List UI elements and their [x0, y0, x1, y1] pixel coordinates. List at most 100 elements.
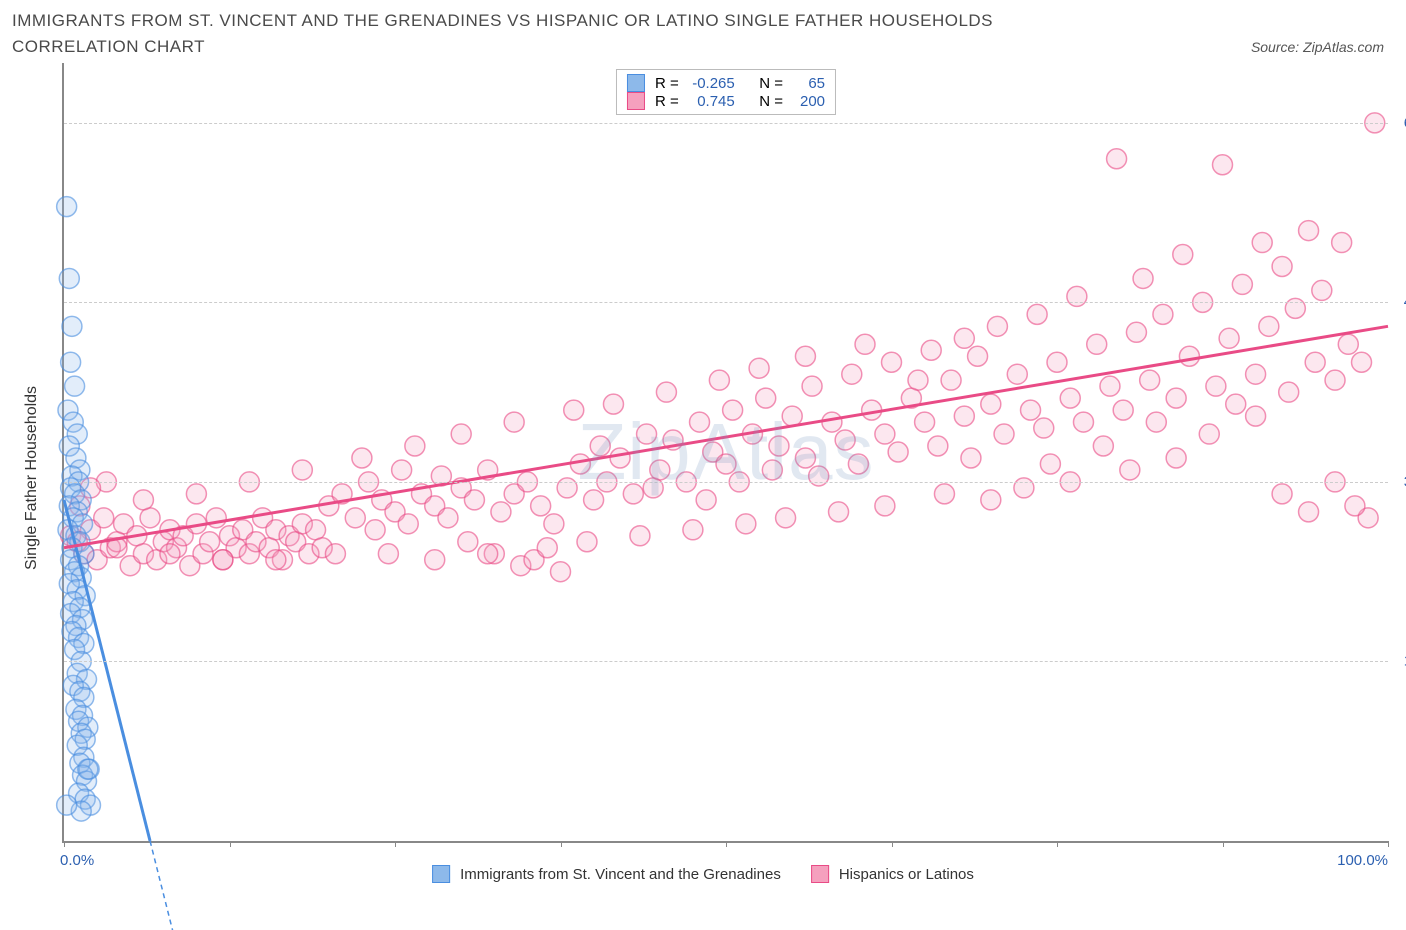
scatter-point: [961, 448, 981, 468]
scatter-point: [584, 490, 604, 510]
legend-label-a: Immigrants from St. Vincent and the Gren…: [460, 866, 781, 883]
x-tick-label: 0.0%: [60, 852, 94, 869]
scatter-point: [1272, 484, 1292, 504]
scatter-point: [855, 334, 875, 354]
scatter-point: [650, 460, 670, 480]
scatter-point: [782, 406, 802, 426]
scatter-point: [1213, 155, 1233, 175]
scatter-point: [915, 412, 935, 432]
scatter-point: [1146, 412, 1166, 432]
chart-wrap: Single Father Households R = -0.265 N = …: [12, 63, 1394, 893]
legend-item-a: Immigrants from St. Vincent and the Gren…: [432, 865, 781, 883]
scatter-point: [1027, 304, 1047, 324]
scatter-point: [795, 346, 815, 366]
scatter-point: [954, 328, 974, 348]
scatter-point: [795, 448, 815, 468]
scatter-point: [954, 406, 974, 426]
scatter-point: [981, 490, 1001, 510]
scatter-point: [829, 502, 849, 522]
trend-line-extension: [150, 841, 193, 930]
r-value-b: 0.745: [685, 93, 735, 110]
x-tick: [1057, 841, 1058, 847]
n-value-b: 200: [789, 93, 825, 110]
scatter-point: [762, 460, 782, 480]
scatter-point: [65, 376, 85, 396]
legend-swatch-a: [432, 865, 450, 883]
scatter-point: [398, 514, 418, 534]
scatter-point: [292, 460, 312, 480]
scatter-point: [59, 268, 79, 288]
scatter-point: [835, 430, 855, 450]
n-value-a: 65: [789, 75, 825, 92]
chart-title: IMMIGRANTS FROM ST. VINCENT AND THE GREN…: [12, 8, 1112, 59]
scatter-point: [1007, 364, 1027, 384]
swatch-a: [627, 74, 645, 92]
scatter-point: [1107, 149, 1127, 169]
scatter-point: [458, 532, 478, 552]
scatter-point: [908, 370, 928, 390]
scatter-point: [776, 508, 796, 528]
scatter-point: [1232, 274, 1252, 294]
scatter-point: [1014, 478, 1034, 498]
n-label: N =: [759, 75, 783, 92]
scatter-point: [577, 532, 597, 552]
x-tick: [230, 841, 231, 847]
scatter-point: [1060, 388, 1080, 408]
scatter-point: [1252, 233, 1272, 253]
scatter-point: [200, 532, 220, 552]
x-tick: [64, 841, 65, 847]
r-label: R =: [655, 75, 679, 92]
scatter-point: [1352, 352, 1372, 372]
scatter-point: [94, 508, 114, 528]
grid-line: [64, 302, 1388, 303]
scatter-point: [1199, 424, 1219, 444]
scatter-point: [1073, 412, 1093, 432]
scatter-point: [928, 436, 948, 456]
scatter-point: [842, 364, 862, 384]
scatter-point: [981, 394, 1001, 414]
scatter-point: [603, 394, 623, 414]
scatter-point: [749, 358, 769, 378]
y-tick-label: 6.0%: [1393, 114, 1406, 131]
scatter-point: [630, 526, 650, 546]
scatter-point: [1338, 334, 1358, 354]
scatter-point: [1166, 388, 1186, 408]
scatter-point: [266, 550, 286, 570]
grid-line: [64, 661, 1388, 662]
scatter-point: [802, 376, 822, 396]
grid-line: [64, 482, 1388, 483]
scatter-point: [306, 520, 326, 540]
scatter-point: [1047, 352, 1067, 372]
scatter-point: [822, 412, 842, 432]
scatter-point: [504, 412, 524, 432]
scatter-point: [57, 197, 77, 217]
scatter-point: [637, 424, 657, 444]
scatter-point: [643, 478, 663, 498]
scatter-point: [160, 544, 180, 564]
y-axis-label: Single Father Households: [23, 386, 41, 570]
scatter-point: [464, 490, 484, 510]
scatter-point: [623, 484, 643, 504]
scatter-point: [451, 424, 471, 444]
scatter-point: [325, 544, 345, 564]
swatch-b: [627, 92, 645, 110]
scatter-point: [1259, 316, 1279, 336]
scatter-point: [1153, 304, 1173, 324]
scatter-point: [934, 484, 954, 504]
scatter-point: [140, 508, 160, 528]
scatter-point: [1179, 346, 1199, 366]
scatter-point: [1219, 328, 1239, 348]
scatter-point: [352, 448, 372, 468]
scatter-point: [1173, 245, 1193, 265]
bottom-legend: Immigrants from St. Vincent and the Gren…: [432, 865, 974, 883]
scatter-point: [491, 502, 511, 522]
scatter-point: [551, 562, 571, 582]
scatter-point: [987, 316, 1007, 336]
scatter-point: [1299, 221, 1319, 241]
scatter-point: [62, 316, 82, 336]
legend-item-b: Hispanics or Latinos: [811, 865, 974, 883]
scatter-point: [736, 514, 756, 534]
scatter-point: [213, 550, 233, 570]
scatter-point: [438, 508, 458, 528]
scatter-point: [1093, 436, 1113, 456]
